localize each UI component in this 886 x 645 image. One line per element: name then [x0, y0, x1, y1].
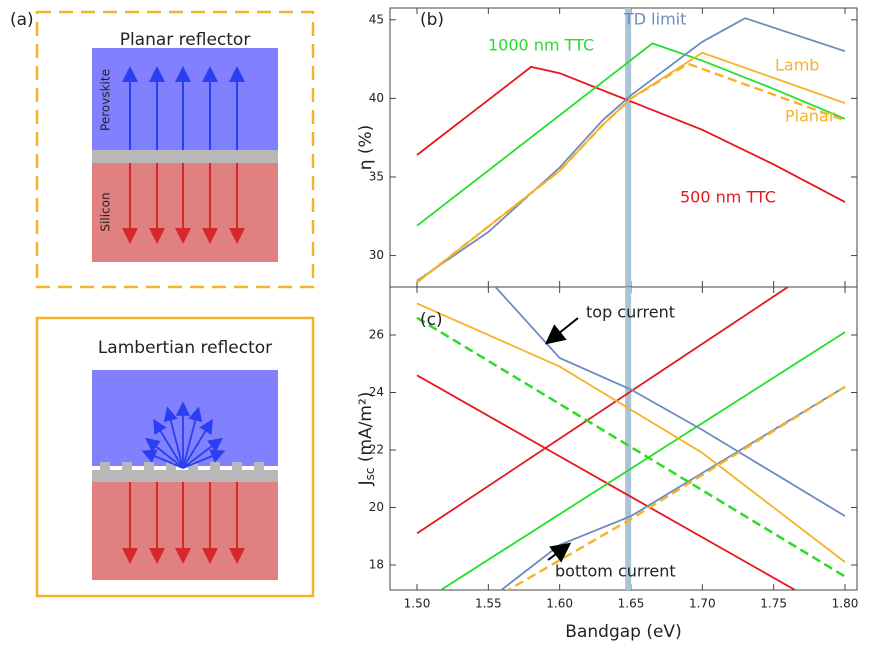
silicon-layer [92, 482, 278, 580]
planar-title: Planar reflector [120, 30, 251, 50]
annotation-arrow [544, 317, 579, 345]
reflector-layer [92, 150, 278, 163]
y-axis-label: η (%) [356, 125, 376, 171]
y-tick-label: 30 [369, 248, 384, 262]
series-line [439, 331, 846, 590]
silicon-layer [92, 163, 278, 262]
y-tick-label: 22 [369, 442, 384, 456]
x-tick-label: 1.75 [760, 597, 787, 611]
x-tick-label: 1.65 [618, 597, 645, 611]
y-axis-label-main: J [356, 480, 376, 486]
plot-frame [389, 286, 858, 591]
textured-reflector [92, 462, 278, 482]
planar-box [35, 10, 315, 289]
series-label: 500 nm TTC [680, 188, 776, 207]
lambertian-title: Lambertian reflector [98, 338, 272, 358]
up-arrows [122, 66, 245, 150]
y-tick-label: 24 [369, 385, 384, 399]
x-tick-label: 1.80 [832, 597, 859, 611]
series-line [505, 385, 846, 590]
x-axis-label: Bandgap (eV) [565, 622, 681, 642]
y-tick-label: 40 [369, 91, 384, 105]
x-tick-label: 1.60 [546, 597, 573, 611]
perovskite-layer [92, 48, 278, 150]
down-arrows [122, 163, 245, 244]
series-line [494, 287, 846, 517]
down-arrows [122, 482, 245, 564]
series-line [416, 42, 846, 227]
y-tick-label: 18 [369, 557, 384, 571]
fan-arrows [141, 401, 226, 469]
series-label: TD limit [623, 10, 686, 29]
series-label: Planar [785, 107, 836, 126]
annotation: bottom current [555, 562, 676, 581]
series-line [416, 287, 789, 535]
series-line [416, 17, 846, 282]
x-tick-label: 1.50 [404, 597, 431, 611]
annotation: top current [586, 303, 675, 322]
annotation-arrow [547, 542, 572, 563]
perovskite-layer [92, 370, 278, 466]
x-tick-label: 1.55 [475, 597, 502, 611]
plot-frame [389, 7, 858, 288]
panel-a: (a) Planar reflector Perovskite Silicon … [10, 10, 315, 598]
panel-label: (c) [420, 310, 443, 330]
series-line [416, 65, 846, 203]
lambertian-box [35, 316, 315, 598]
series-line [416, 51, 846, 284]
series-line [416, 374, 796, 590]
y-axis-label-sub: sc [363, 468, 377, 481]
y-tick-label: 20 [369, 500, 384, 514]
y-tick-label: 45 [369, 12, 384, 26]
layer-label: Silicon [99, 192, 113, 231]
plot-area [416, 8, 846, 287]
series-label: Lamb [775, 56, 819, 75]
y-tick-label: 35 [369, 169, 384, 183]
y-tick-label: 26 [369, 328, 384, 342]
plot-area [416, 287, 846, 590]
layer-label: Perovskite [99, 69, 113, 131]
panel-label: (b) [420, 10, 444, 30]
series-label: 1000 nm TTC [488, 36, 594, 55]
panel-label: (a) [10, 10, 34, 30]
series-line [416, 302, 846, 563]
x-tick-label: 1.70 [689, 597, 716, 611]
y-axis-label-unit: (mA/m²) [356, 392, 376, 468]
y-axis-label: Jsc (mA/m²) [356, 392, 377, 487]
